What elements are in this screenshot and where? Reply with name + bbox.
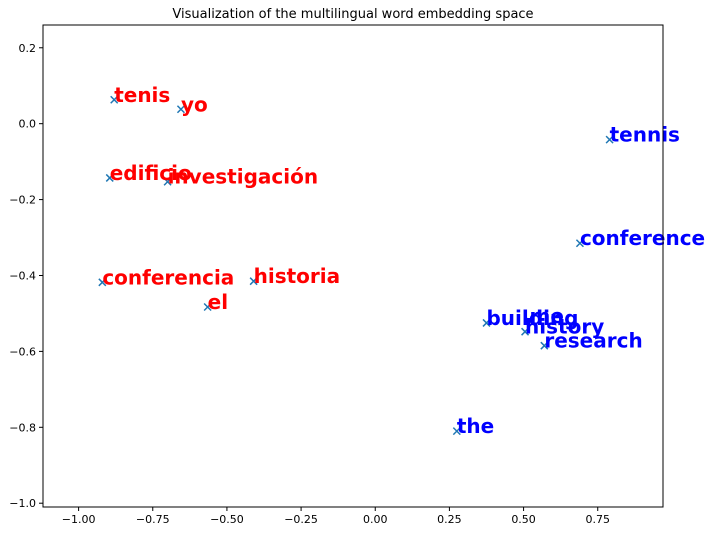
plot-frame: [42, 24, 664, 508]
point-label-history: history: [525, 315, 604, 339]
point-label-conference: conference: [580, 226, 705, 250]
x-tick-label: 0.25: [437, 513, 462, 526]
point-marker-edificio: [105, 173, 114, 182]
point-marker-me: [525, 317, 534, 326]
y-tick-label: −0.2: [9, 194, 36, 207]
x-tick-label: −0.25: [284, 513, 318, 526]
point-label-tenis: tenis: [114, 83, 170, 107]
point-marker-yo: [176, 105, 185, 114]
y-tick-label: −1.0: [9, 497, 36, 510]
chart-title: Visualization of the multilingual word e…: [172, 7, 533, 22]
y-tick-label: −0.6: [9, 345, 36, 358]
point-label-yo: yo: [181, 92, 208, 116]
point-label-conferencia: conferencia: [102, 265, 234, 289]
y-tick-label: 0.0: [19, 118, 37, 131]
x-tick-label: 0.00: [363, 513, 388, 526]
x-axis: −1.00 −0.75 −0.50 −0.25 0.00 0.25 0.50 0.75: [62, 507, 610, 526]
point-label-research: research: [544, 329, 642, 353]
point-marker-conferencia: [98, 278, 107, 287]
y-axis: 0.2 0.0 −0.2 −0.4 −0.6 −0.8 −1.0: [9, 42, 43, 510]
point-marker-conference: [575, 239, 584, 248]
point-marker-tennis: [605, 135, 614, 144]
x-tick-label: −0.50: [210, 513, 244, 526]
point-marker-historia: [249, 277, 258, 286]
points-layer: [98, 95, 614, 436]
point-marker-tenis: [110, 95, 119, 104]
x-tick-label: 0.75: [585, 513, 610, 526]
point-marker-building: [482, 318, 491, 327]
point-label-investigación: investigación: [168, 165, 319, 189]
point-label-edificio: edificio: [110, 161, 192, 185]
point-marker-the: [452, 427, 461, 436]
point-label-el: el: [208, 290, 228, 314]
point-label-me: me: [530, 304, 564, 328]
point-label-building: building: [486, 306, 578, 330]
x-tick-label: −0.75: [136, 513, 170, 526]
point-label-historia: historia: [254, 264, 341, 288]
y-tick-label: −0.4: [9, 269, 36, 282]
point-marker-history: [521, 327, 530, 336]
point-marker-research: [540, 341, 549, 350]
x-tick-label: −1.00: [62, 513, 96, 526]
y-tick-label: −0.8: [9, 421, 36, 434]
point-label-tennis: tennis: [610, 123, 680, 147]
point-marker-el: [203, 302, 212, 312]
x-tick-label: 0.50: [511, 513, 536, 526]
point-label-the: the: [457, 414, 494, 438]
point-marker-investigación: [163, 177, 172, 186]
y-tick-label: 0.2: [19, 42, 37, 55]
